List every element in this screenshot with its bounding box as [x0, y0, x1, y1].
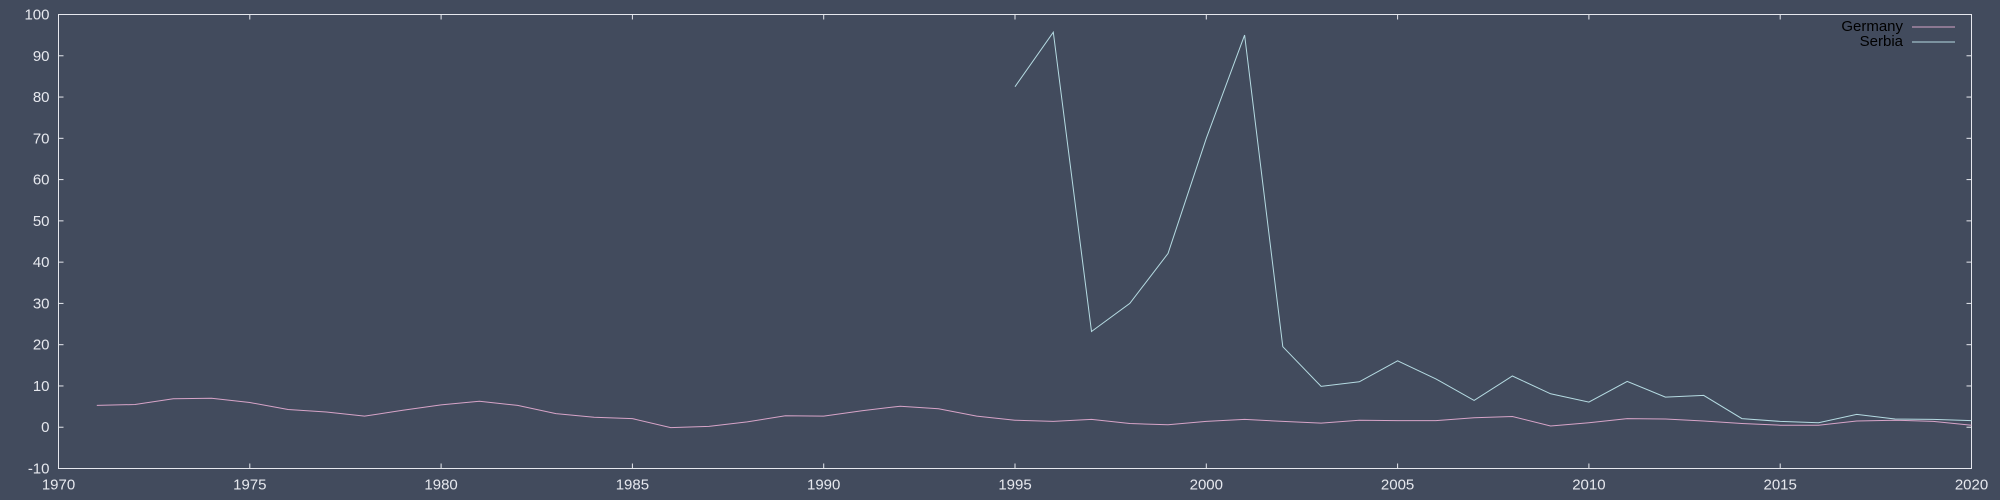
y-tick-label: 100 — [24, 7, 49, 24]
x-tick-label: 1990 — [807, 477, 840, 494]
y-tick-label: -10 — [28, 461, 50, 478]
legend-label-serbia: Serbia — [1860, 33, 1904, 50]
plot-area — [58, 14, 1972, 469]
y-tick-label: 90 — [33, 48, 50, 65]
series-line-germany — [96, 397, 1972, 429]
x-axis: 1970 1975 1980 1985 1990 1995 2000 2005 2010 2015… — [42, 14, 1988, 494]
x-tick-label: 1980 — [424, 477, 457, 494]
y-tick-label: 20 — [33, 337, 50, 354]
x-tick-label: 2015 — [1764, 477, 1797, 494]
y-axis: -10 0 10 20 30 40 50 60 70 80 90 100 — [24, 7, 1972, 478]
y-tick-label: 0 — [41, 419, 49, 436]
x-tick-label: 1970 — [42, 477, 75, 494]
x-tick-label: 1985 — [616, 477, 649, 494]
y-tick-label: 60 — [33, 172, 50, 189]
y-tick-label: 50 — [33, 213, 50, 230]
y-tick-label: 80 — [33, 89, 50, 106]
y-tick-label: 40 — [33, 254, 50, 271]
x-tick-label: 2000 — [1190, 477, 1223, 494]
legend: Germany Serbia — [1841, 18, 1955, 50]
x-tick-label: 2010 — [1572, 477, 1605, 494]
x-tick-label: 1975 — [233, 477, 266, 494]
y-tick-label: 30 — [33, 295, 50, 312]
y-tick-label: 10 — [33, 378, 50, 395]
y-tick-label: 70 — [33, 130, 50, 147]
x-tick-label: 2005 — [1381, 477, 1414, 494]
legend-label-germany: Germany — [1841, 18, 1903, 35]
x-tick-label: 1995 — [998, 477, 1031, 494]
x-tick-label: 2020 — [1955, 477, 1988, 494]
series-layer — [96, 30, 1972, 429]
series-line-serbia — [1014, 30, 1972, 424]
